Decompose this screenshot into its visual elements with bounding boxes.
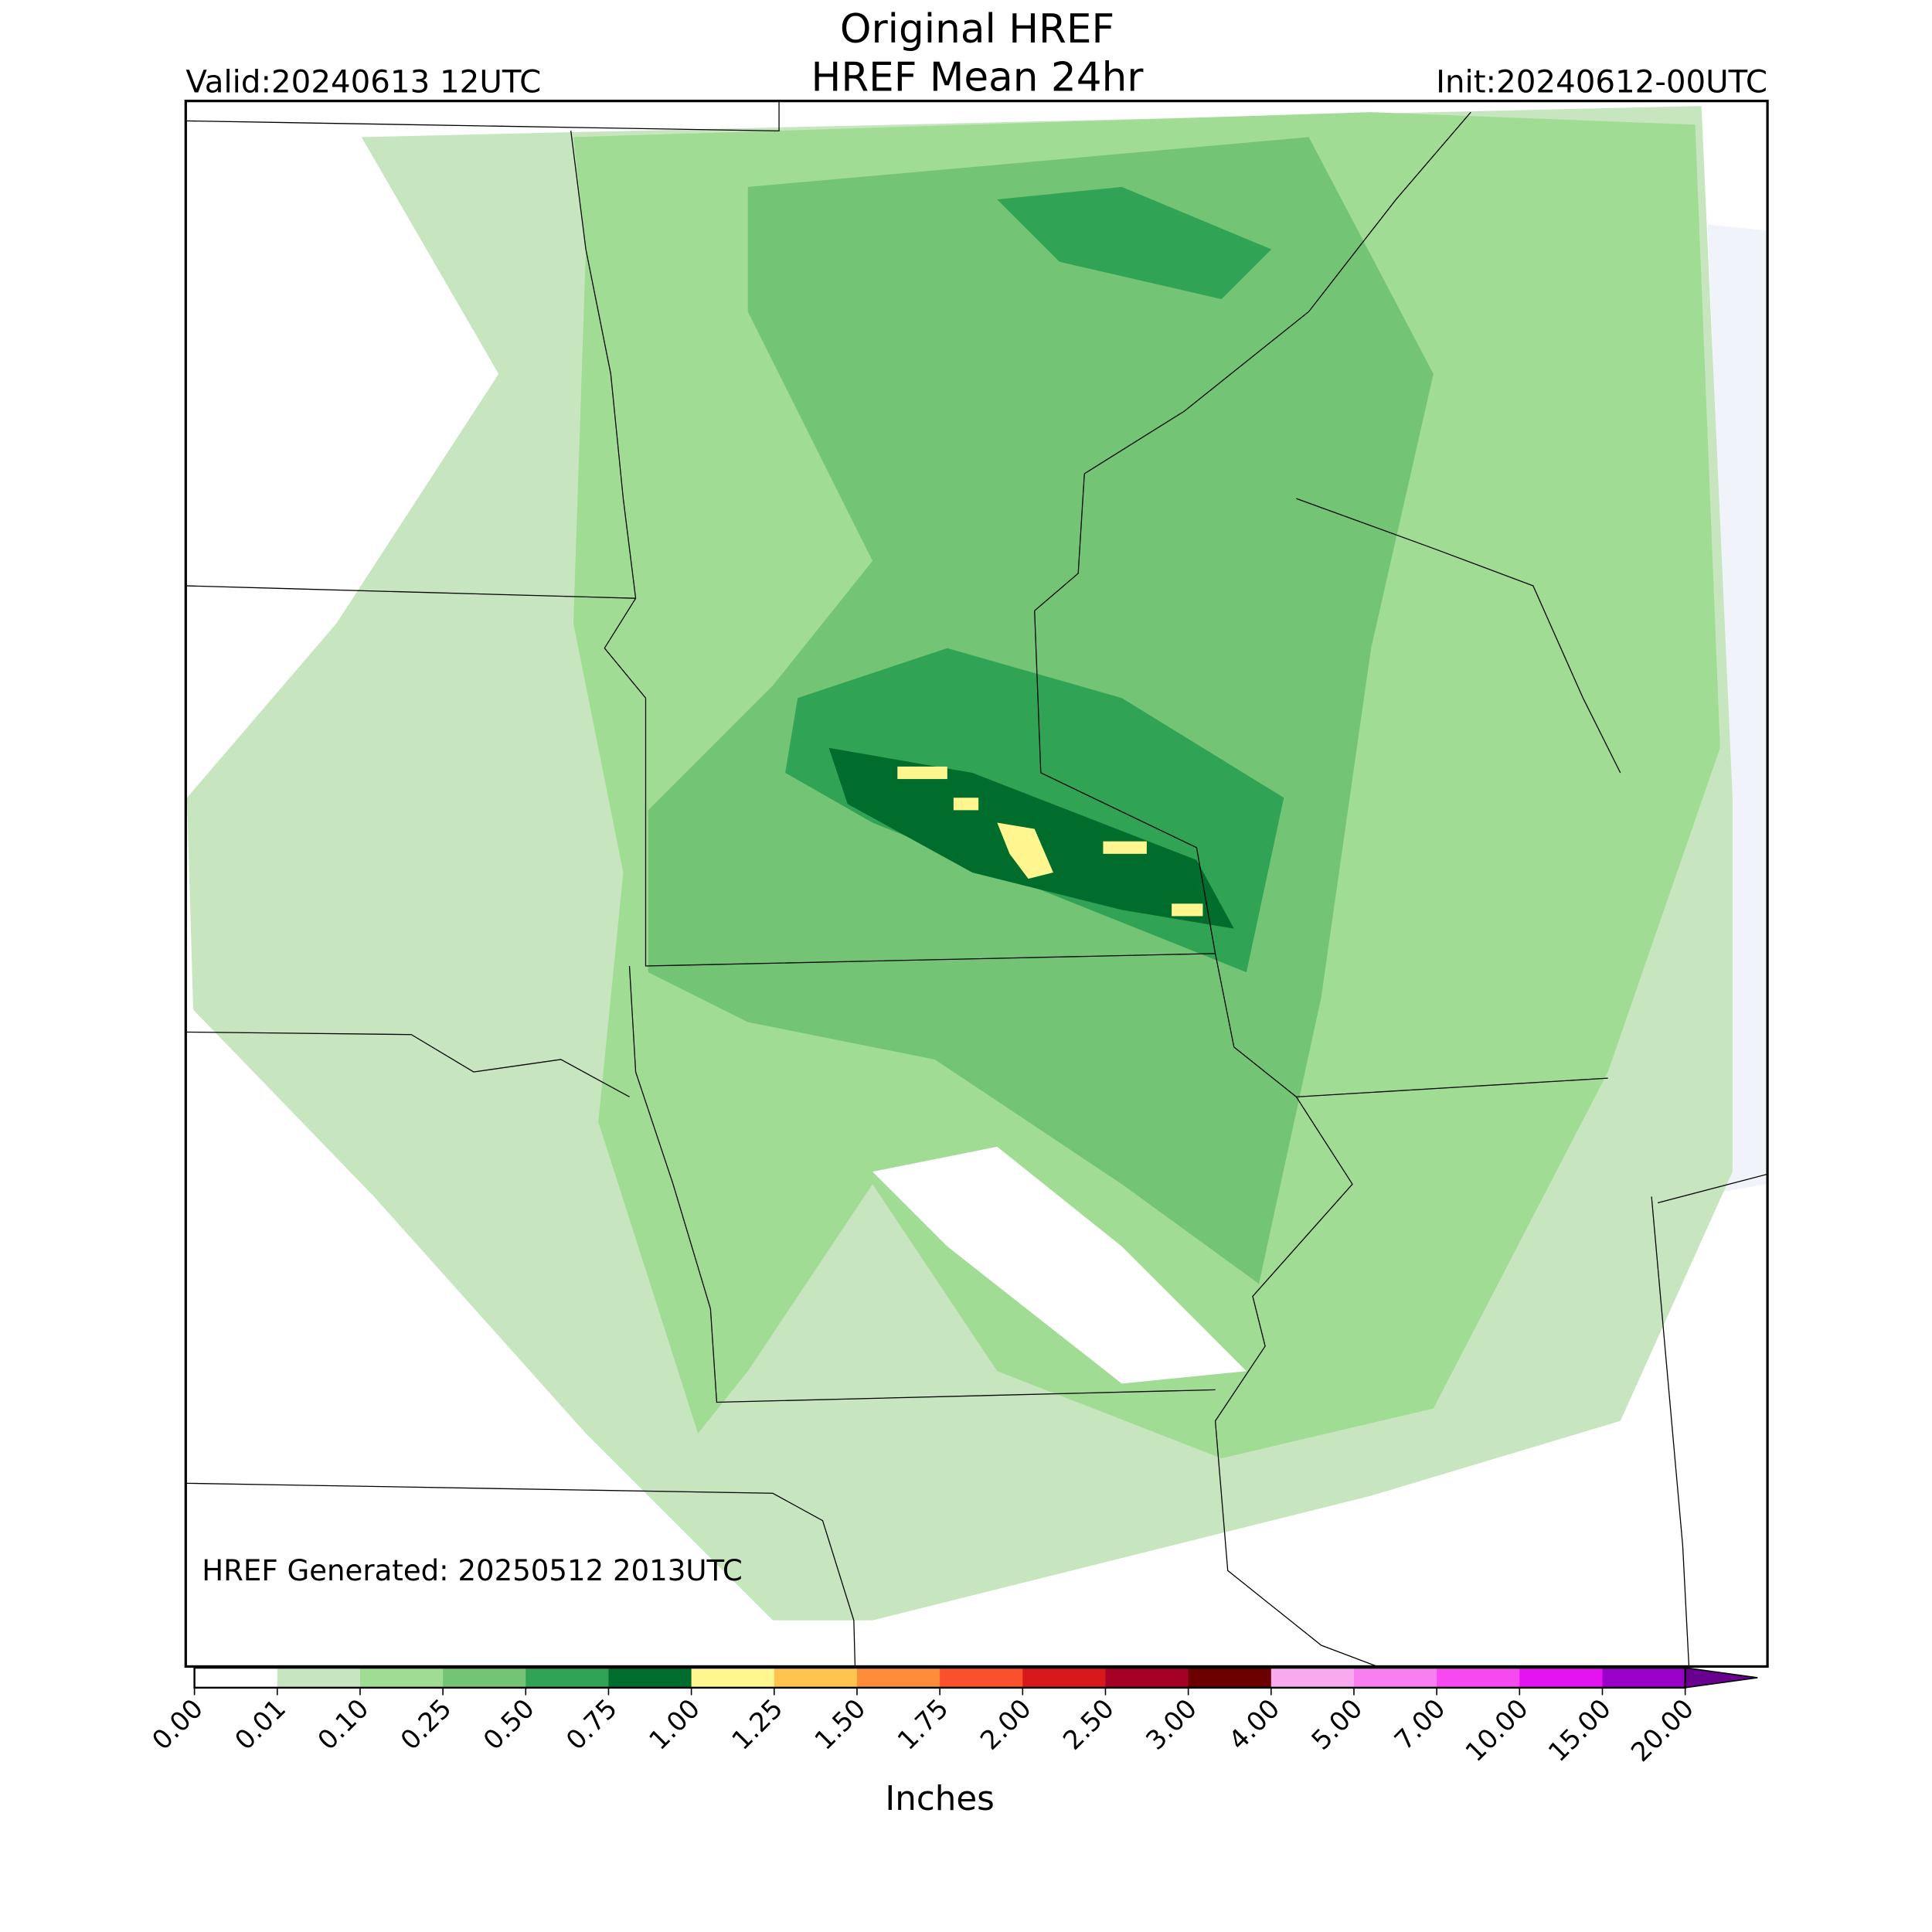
colorbar-tick-label: 7.00 xyxy=(1389,1693,1451,1756)
colorbar-swatch xyxy=(526,1668,609,1688)
precip-heavy xyxy=(997,186,1272,300)
colorbar-tick-label: 0.50 xyxy=(478,1693,540,1756)
map-area: HREF Generated: 20250512 2013UTC xyxy=(184,100,1769,1668)
colorbar-swatch xyxy=(1519,1668,1603,1688)
precip-max xyxy=(953,798,979,811)
colorbar-tick-label: 0.25 xyxy=(395,1693,457,1756)
colorbar-swatch xyxy=(856,1668,940,1688)
title: Original HREF xyxy=(840,6,1114,53)
colorbar-outline xyxy=(193,1666,1686,1689)
colorbar-tick-label: 0.01 xyxy=(229,1693,291,1756)
valid-time: Valid:20240613 12UTC xyxy=(185,63,541,100)
colorbar-swatch xyxy=(277,1668,361,1688)
colorbar-swatch xyxy=(940,1668,1023,1688)
colorbar-tick-label: 0.00 xyxy=(146,1693,209,1756)
colorbar-swatch xyxy=(359,1668,444,1688)
colorbar-tick-label: 4.00 xyxy=(1223,1693,1285,1756)
colorbar-tick-label: 3.00 xyxy=(1140,1693,1202,1756)
colorbar-tick-label: 1.75 xyxy=(892,1693,954,1756)
precip-max xyxy=(1103,841,1147,854)
init-time: Init:20240612-00UTC xyxy=(1436,63,1767,100)
colorbar-tick-label: 2.00 xyxy=(975,1693,1037,1756)
colorbar-tick-label: 1.25 xyxy=(726,1693,788,1756)
state-border xyxy=(186,100,1768,1668)
colorbar-swatch xyxy=(1022,1668,1106,1688)
map-frame xyxy=(184,100,1769,1668)
colorbar-tick-label: 2.50 xyxy=(1057,1693,1120,1756)
colorbar-swatch xyxy=(691,1668,775,1688)
colorbar-tick-label: 20.00 xyxy=(1625,1693,1699,1767)
precip-max xyxy=(897,766,947,780)
colorbar-tick-label: 0.10 xyxy=(312,1693,375,1756)
colorbar-tick-label: 0.75 xyxy=(560,1693,623,1756)
colorbar-swatch xyxy=(1105,1668,1189,1688)
colorbar-swatch xyxy=(1602,1668,1686,1688)
colorbar-swatch xyxy=(194,1668,278,1688)
precip-max xyxy=(1172,903,1203,917)
colorbar-tick-label: 1.00 xyxy=(643,1693,706,1756)
generated-note: HREF Generated: 20250512 2013UTC xyxy=(202,1554,743,1587)
dry-area xyxy=(872,1146,1247,1384)
colorbar-label: Inches xyxy=(885,1780,994,1818)
colorbar-swatch xyxy=(774,1668,858,1688)
subtitle: HREF Mean 24hr xyxy=(811,55,1145,101)
colorbar-swatch xyxy=(1437,1668,1520,1688)
colorbar-tick-label: 15.00 xyxy=(1543,1693,1617,1767)
colorbar-swatch xyxy=(443,1668,526,1688)
colorbar-tick-label: 5.00 xyxy=(1306,1693,1369,1756)
colorbar-tick-label: 10.00 xyxy=(1460,1693,1534,1767)
colorbar-swatch xyxy=(608,1668,692,1688)
colorbar-swatch xyxy=(1353,1668,1437,1688)
precip-max xyxy=(997,822,1053,879)
colorbar-swatch xyxy=(1270,1668,1355,1688)
colorbar: 0.00 0.01 0.10 0.25 0.50 0.75 1.00 1.25 1.50 1.75… xyxy=(146,1666,1758,1767)
colorbar-swatch xyxy=(1188,1668,1272,1688)
colorbar-extend xyxy=(1684,1667,1758,1689)
colorbar-tick-label: 1.50 xyxy=(809,1693,872,1756)
